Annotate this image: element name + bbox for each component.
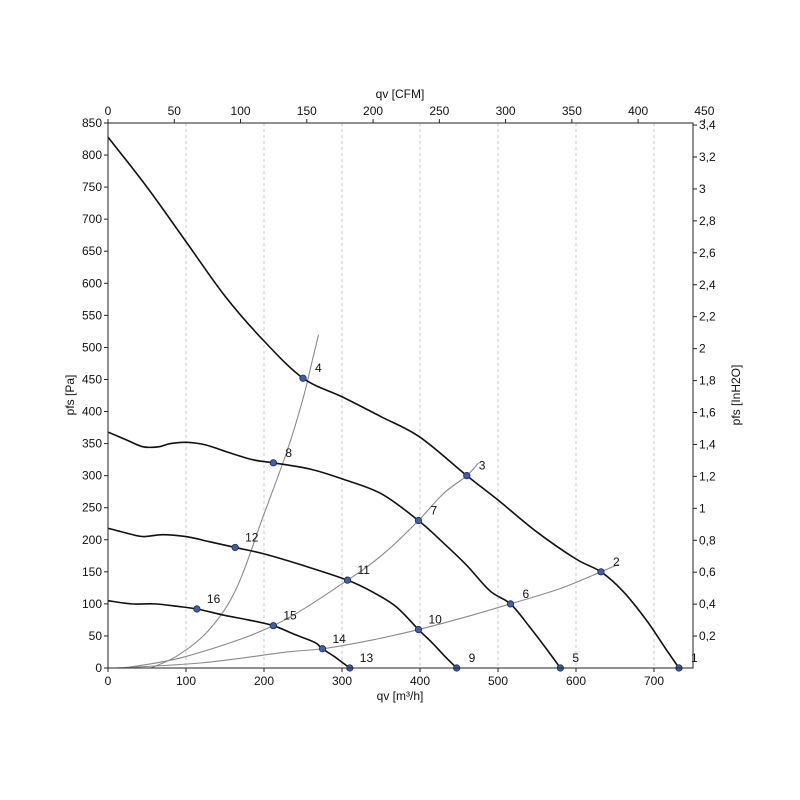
operating-point-label-16: 16 — [207, 592, 221, 606]
y-axis-title: pfs [Pa] — [63, 375, 77, 416]
y-tick-label-100: 100 — [82, 597, 102, 611]
operating-point-label-11: 11 — [357, 563, 370, 577]
y2-tick-label-5: 1,2 — [699, 469, 716, 483]
x-tick-label-200: 200 — [254, 674, 274, 688]
operating-point-14 — [318, 645, 327, 653]
operating-point-4 — [299, 374, 307, 382]
x-tick-label-0: 0 — [105, 674, 112, 688]
x2-tick-label-150: 150 — [297, 104, 317, 118]
operating-point-3 — [463, 472, 471, 480]
x-tick-label-600: 600 — [566, 674, 586, 688]
y2-tick-label-11: 2,4 — [699, 278, 716, 292]
system-a-line — [150, 334, 320, 669]
operating-point-15 — [269, 622, 277, 630]
y2-tick-label-6: 1,4 — [699, 437, 716, 451]
x-tick-label-500: 500 — [488, 674, 508, 688]
y-tick-label-550: 550 — [82, 308, 102, 322]
operating-point-label-8: 8 — [285, 446, 292, 460]
y-tick-label-750: 750 — [82, 180, 102, 194]
x-tick-label-700: 700 — [644, 674, 664, 688]
operating-point-label-3: 3 — [479, 459, 486, 473]
operating-point-label-14: 14 — [333, 632, 347, 646]
y2-tick-label-16: 3,4 — [699, 118, 716, 132]
y2-tick-label-8: 1,8 — [699, 374, 716, 388]
y2-tick-label-9: 2 — [699, 342, 706, 356]
y2-tick-label-15: 3,2 — [699, 150, 716, 164]
fan-curves — [107, 136, 680, 669]
operating-point-label-13: 13 — [360, 651, 374, 665]
y2-tick-label-3: 0,8 — [699, 533, 716, 547]
operating-point-10 — [414, 625, 423, 634]
y2-tick-label-12: 2,6 — [699, 246, 716, 260]
y-tick-label-200: 200 — [82, 533, 102, 547]
y2-tick-label-4: 1 — [699, 501, 706, 515]
operating-point-label-15: 15 — [283, 609, 297, 623]
system-b-line — [123, 462, 479, 669]
x2-tick-label-300: 300 — [496, 104, 516, 118]
y-tick-label-400: 400 — [82, 405, 102, 419]
y2-tick-label-1: 0,4 — [699, 597, 716, 611]
y-tick-label-600: 600 — [82, 276, 102, 290]
y2-tick-label-2: 0,6 — [699, 565, 716, 579]
system-curves — [115, 334, 620, 669]
y-tick-label-150: 150 — [82, 565, 102, 579]
curve-1-line — [107, 136, 680, 669]
y-tick-label-450: 450 — [82, 372, 102, 386]
curve-4-line — [107, 599, 351, 669]
grid — [185, 123, 655, 668]
y2-axis-title: pfs [InH2O] — [729, 365, 743, 426]
system-c-line — [115, 563, 620, 669]
x2-tick-label-400: 400 — [628, 104, 648, 118]
y2-tick-label-7: 1,6 — [699, 406, 716, 420]
x2-tick-label-100: 100 — [231, 104, 251, 118]
y-tick-label-650: 650 — [82, 244, 102, 258]
x2-tick-label-450: 450 — [694, 104, 714, 118]
curve-3-line — [107, 527, 458, 669]
y-tick-label-300: 300 — [82, 469, 102, 483]
x2-tick-label-0: 0 — [105, 104, 112, 118]
operating-point-label-2: 2 — [613, 555, 620, 569]
y-tick-label-0: 0 — [95, 661, 102, 675]
x-tick-label-300: 300 — [332, 674, 352, 688]
operating-point-12 — [231, 543, 239, 552]
x2-tick-label-50: 50 — [168, 104, 182, 118]
operating-point-label-6: 6 — [522, 587, 529, 601]
operating-point-7 — [414, 516, 423, 525]
operating-point-label-12: 12 — [245, 530, 259, 544]
plot-frame — [107, 122, 694, 669]
y2-tick-label-0: 0,2 — [699, 629, 716, 643]
y-tick-label-250: 250 — [82, 501, 102, 515]
x2-tick-label-350: 350 — [562, 104, 582, 118]
y-tick-label-50: 50 — [89, 629, 103, 643]
operating-point-label-10: 10 — [428, 613, 442, 627]
y2-tick-label-13: 2,8 — [699, 214, 716, 228]
operating-point-label-1: 1 — [691, 651, 698, 665]
y-tick-label-800: 800 — [82, 148, 102, 162]
operating-point-label-7: 7 — [430, 504, 437, 518]
y-tick-label-500: 500 — [82, 340, 102, 354]
curve-2-line — [107, 431, 562, 669]
operating-point-label-9: 9 — [469, 651, 476, 665]
operating-point-8 — [269, 459, 277, 467]
y-tick-label-700: 700 — [82, 212, 102, 226]
operating-point-16 — [193, 605, 201, 613]
operating-point-label-4: 4 — [315, 361, 322, 375]
x2-tick-label-200: 200 — [363, 104, 383, 118]
operating-point-11 — [343, 576, 352, 584]
x2-tick-label-250: 250 — [429, 104, 449, 118]
y-tick-label-350: 350 — [82, 437, 102, 451]
y2-tick-label-10: 2,2 — [699, 310, 716, 324]
y-tick-label-850: 850 — [82, 116, 102, 130]
x-tick-label-100: 100 — [176, 674, 196, 688]
operating-point-label-5: 5 — [572, 651, 579, 665]
operating-point-6 — [506, 600, 515, 608]
x-axis-title: qv [m³/h] — [377, 689, 424, 703]
x-tick-label-400: 400 — [410, 674, 430, 688]
x2-axis-title: qv [CFM] — [376, 87, 425, 101]
operating-point-2 — [597, 568, 605, 576]
y2-tick-label-14: 3 — [699, 182, 706, 196]
